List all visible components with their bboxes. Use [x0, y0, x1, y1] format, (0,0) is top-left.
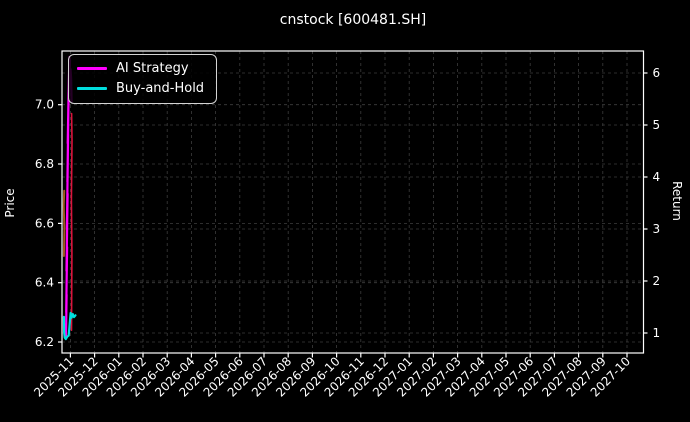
legend-item-ai-strategy: AI Strategy: [77, 61, 204, 76]
y-tick-label-left: 6.2: [35, 335, 54, 349]
y-tick-label-left: 6.4: [35, 276, 54, 290]
plot-border: [61, 50, 645, 354]
y-tick-label-right: 6: [653, 66, 661, 80]
y-tick-label-right: 4: [653, 170, 661, 184]
trace-price-trace-orange: [62, 189, 66, 257]
legend: AI Strategy Buy-and-Hold: [68, 54, 218, 104]
legend-line-buy-and-hold-icon: [77, 87, 107, 90]
y-axis-label-left: Price: [3, 188, 17, 217]
y-axis-label-right: Return: [670, 181, 684, 221]
y-tick-label-left: 6.8: [35, 157, 54, 171]
y-tick-label-left: 6.6: [35, 216, 54, 230]
y-tick-label-right: 1: [653, 326, 661, 340]
y-tick-label-right: 5: [653, 118, 661, 132]
legend-label-ai-strategy: AI Strategy: [116, 61, 189, 76]
series-buy-and-hold: [62, 311, 77, 341]
y-tick-label-left: 7.0: [35, 98, 54, 112]
trace-price-trace-red: [70, 112, 73, 332]
chart-title: cnstock [600481.SH]: [280, 12, 426, 28]
legend-line-ai-strategy-icon: [77, 67, 107, 70]
y-tick-label-right: 3: [653, 222, 661, 236]
legend-item-buy-and-hold: Buy-and-Hold: [77, 81, 204, 96]
legend-label-buy-and-hold: Buy-and-Hold: [116, 81, 205, 96]
y-tick-label-right: 2: [653, 274, 661, 288]
